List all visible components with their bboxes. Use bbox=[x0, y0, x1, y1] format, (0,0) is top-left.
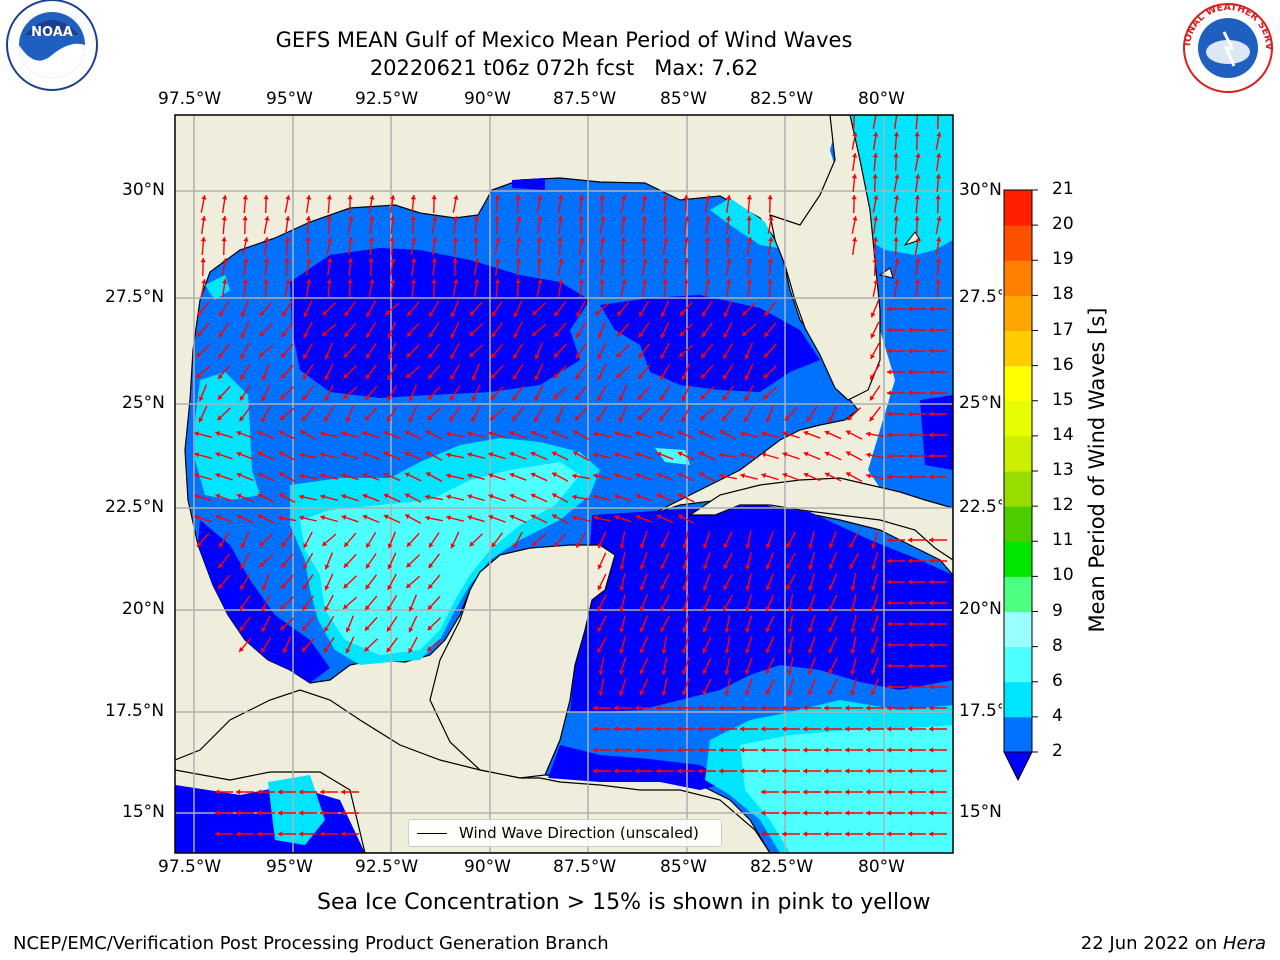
lon-label-top: 82.5°W bbox=[750, 89, 813, 109]
colorbar-tick-label: 13 bbox=[1052, 460, 1074, 480]
colorbar-segment bbox=[1004, 682, 1032, 718]
lon-label-top: 90°W bbox=[464, 89, 511, 109]
map-legend: Wind Wave Direction (unscaled) bbox=[408, 819, 722, 847]
date-stamp: 22 Jun 2022 on Hera bbox=[1081, 933, 1266, 954]
lon-label-top: 92.5°W bbox=[355, 89, 418, 109]
lat-label-left: 20°N bbox=[122, 599, 165, 619]
lat-label-right: 25°N bbox=[959, 393, 1002, 413]
lon-label-top: 97.5°W bbox=[158, 89, 221, 109]
colorbar-tick-label: 19 bbox=[1052, 249, 1074, 269]
colorbar-segment bbox=[1004, 295, 1032, 331]
lat-label-left: 25°N bbox=[122, 393, 165, 413]
colorbar-segment bbox=[1004, 225, 1032, 261]
colorbar-segment bbox=[1004, 436, 1032, 472]
colorbar-tick-label: 16 bbox=[1052, 355, 1074, 375]
sea-ice-note: Sea Ice Concentration > 15% is shown in … bbox=[317, 890, 931, 915]
colorbar-segment bbox=[1004, 717, 1032, 753]
lat-labels-right-clip: 30°N 27.5°N 25°N 22.5°N 20°N 17.5°N 15°N bbox=[959, 0, 1002, 960]
colorbar-tick-label: 9 bbox=[1052, 601, 1063, 621]
colorbar-segment bbox=[1004, 471, 1032, 507]
colorbar-tick-label: 14 bbox=[1052, 425, 1074, 445]
lon-label-bottom: 92.5°W bbox=[355, 857, 418, 877]
lat-label-left: 30°N bbox=[122, 180, 165, 200]
colorbar-tick-label: 11 bbox=[1052, 530, 1074, 550]
colorbar-segment bbox=[1004, 647, 1032, 683]
colorbar-tick-label: 10 bbox=[1052, 565, 1074, 585]
colorbar-segment bbox=[1004, 366, 1032, 402]
lon-label-bottom: 95°W bbox=[266, 857, 313, 877]
lat-label-right: 30°N bbox=[959, 180, 1002, 200]
colorbar-segment bbox=[1004, 612, 1032, 648]
lat-label-right: 27.5°N bbox=[959, 287, 1002, 307]
lat-label-right: 17.5°N bbox=[959, 701, 1002, 721]
colorbar-segment bbox=[1004, 401, 1032, 437]
colorbar-segment bbox=[1004, 541, 1032, 577]
lat-label-right: 15°N bbox=[959, 802, 1002, 822]
lon-label-bottom: 90°W bbox=[464, 857, 511, 877]
lat-label-right: 20°N bbox=[959, 599, 1002, 619]
lon-label-top: 87.5°W bbox=[553, 89, 616, 109]
lat-label-left: 17.5°N bbox=[105, 701, 164, 721]
lon-label-top: 85°W bbox=[660, 89, 707, 109]
wave-direction-arrow bbox=[854, 111, 855, 129]
colorbar-segment bbox=[1004, 331, 1032, 367]
wave-direction-arrow bbox=[938, 111, 939, 129]
lat-label-left: 15°N bbox=[122, 802, 165, 822]
colorbar-segment bbox=[1004, 506, 1032, 542]
lat-label-left: 27.5°N bbox=[105, 287, 164, 307]
credit-text: NCEP/EMC/Verification Post Processing Pr… bbox=[13, 933, 609, 954]
colorbar-tick-label: 12 bbox=[1052, 495, 1074, 515]
colorbar-segment bbox=[1004, 190, 1032, 226]
lon-label-bottom: 80°W bbox=[858, 857, 905, 877]
colorbar-tick-label: 15 bbox=[1052, 390, 1074, 410]
colorbar-segment bbox=[1004, 260, 1032, 296]
colorbar bbox=[1004, 190, 1038, 780]
colorbar-tick-label: 21 bbox=[1052, 179, 1074, 199]
colorbar-tick-label: 18 bbox=[1052, 284, 1074, 304]
legend-label: Wind Wave Direction (unscaled) bbox=[459, 824, 699, 842]
colorbar-segment bbox=[1004, 576, 1032, 612]
lon-label-bottom: 97.5°W bbox=[158, 857, 221, 877]
lon-label-bottom: 87.5°W bbox=[553, 857, 616, 877]
colorbar-tick-label: 2 bbox=[1052, 741, 1063, 761]
colorbar-tick-label: 8 bbox=[1052, 636, 1063, 656]
lat-label-right: 22.5°N bbox=[959, 497, 1002, 517]
colorbar-tick-label: 4 bbox=[1052, 706, 1063, 726]
lon-label-top: 80°W bbox=[858, 89, 905, 109]
colorbar-tick-label: 20 bbox=[1052, 214, 1074, 234]
lon-label-bottom: 85°W bbox=[660, 857, 707, 877]
colorbar-tick-label: 17 bbox=[1052, 320, 1074, 340]
colorbar-extend-triangle bbox=[1004, 752, 1032, 780]
colorbar-label: Mean Period of Wind Waves [s] bbox=[1085, 280, 1109, 660]
lon-label-top: 95°W bbox=[266, 89, 313, 109]
legend-line-icon bbox=[417, 833, 447, 834]
host-text: Hera bbox=[1223, 933, 1266, 954]
date-text: 22 Jun 2022 on bbox=[1081, 933, 1223, 954]
lon-label-bottom: 82.5°W bbox=[750, 857, 813, 877]
colorbar-tick-label: 6 bbox=[1052, 671, 1063, 691]
lat-label-left: 22.5°N bbox=[105, 497, 164, 517]
